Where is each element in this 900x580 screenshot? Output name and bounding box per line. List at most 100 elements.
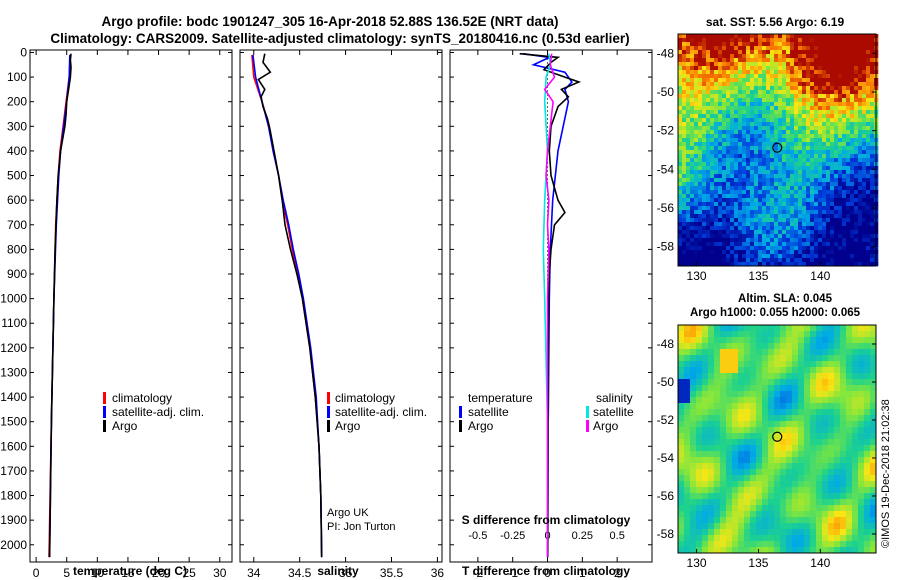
- legend-climatology-swatch: [327, 392, 330, 404]
- map-cell: [810, 210, 815, 215]
- map-cell: [842, 98, 847, 103]
- map-cell: [682, 46, 687, 51]
- map-cell: [726, 186, 731, 191]
- map-cell: [726, 547, 733, 554]
- map-cell: [782, 38, 787, 43]
- map-cell: [690, 258, 695, 263]
- map-cell: [694, 154, 699, 159]
- map-cell: [756, 547, 763, 554]
- map-cell: [790, 154, 795, 159]
- map-cell: [822, 190, 827, 195]
- map-cell: [738, 74, 743, 79]
- map-cell: [838, 238, 843, 243]
- map-cell: [706, 114, 711, 119]
- map-cell: [814, 134, 819, 139]
- map-cell: [830, 178, 835, 183]
- map-cell: [678, 126, 683, 131]
- map-cell: [830, 142, 835, 147]
- map-cell: [682, 166, 687, 171]
- map-cell: [798, 246, 803, 251]
- map-cell: [838, 54, 843, 59]
- map-cell: [792, 493, 799, 500]
- map-cell: [770, 210, 775, 215]
- map-cell: [806, 66, 811, 71]
- map-cell: [762, 343, 769, 350]
- map-cell: [864, 391, 871, 398]
- map-cell: [756, 427, 763, 434]
- map-cell: [806, 178, 811, 183]
- map-cell: [778, 38, 783, 43]
- map-cell: [790, 86, 795, 91]
- map-cell: [678, 487, 685, 494]
- map-cell: [734, 194, 739, 199]
- map-cell: [798, 397, 805, 404]
- map-cell: [682, 118, 687, 123]
- map-cell: [782, 54, 787, 59]
- map-cell: [798, 194, 803, 199]
- map-cell: [706, 206, 711, 211]
- map-cell: [804, 475, 811, 482]
- map-cell: [694, 246, 699, 251]
- map-cell: [774, 493, 781, 500]
- map-cell: [794, 130, 799, 135]
- map-cell: [702, 178, 707, 183]
- map-cell: [826, 146, 831, 151]
- map-cell: [762, 34, 767, 39]
- map-cell: [694, 114, 699, 119]
- sla-map-title: Altim. SLA: 0.045: [738, 293, 833, 305]
- map-cell: [840, 445, 847, 452]
- map-cell: [834, 102, 839, 107]
- map-cell: [690, 373, 697, 380]
- map-cell: [694, 258, 699, 263]
- map-cell: [834, 142, 839, 147]
- map-cell: [708, 505, 715, 512]
- map-cell: [822, 331, 829, 338]
- map-cell: [696, 325, 703, 332]
- map-cell: [714, 258, 719, 263]
- map-cell: [810, 529, 817, 536]
- map-cell: [762, 174, 767, 179]
- map-cell: [822, 174, 827, 179]
- map-cell: [682, 78, 687, 83]
- map-cell: [722, 74, 727, 79]
- map-cell: [746, 78, 751, 83]
- map-cell: [782, 46, 787, 51]
- map-cell: [758, 74, 763, 79]
- map-cell: [754, 86, 759, 91]
- map-cell: [816, 469, 823, 476]
- map-cell: [858, 238, 863, 243]
- map-cell: [702, 46, 707, 51]
- map-cell: [774, 198, 779, 203]
- map-cell: [818, 42, 823, 47]
- map-cell: [770, 170, 775, 175]
- map-cell: [822, 158, 827, 163]
- map-cell: [698, 106, 703, 111]
- map-cell: [732, 343, 739, 350]
- map-cell: [710, 146, 715, 151]
- map-y-tick-label: -56: [657, 201, 675, 215]
- map-cell: [802, 242, 807, 247]
- map-cell: [802, 90, 807, 95]
- map-cell: [702, 70, 707, 75]
- map-cell: [810, 182, 815, 187]
- map-cell: [706, 142, 711, 147]
- map-cell: [870, 118, 875, 123]
- map-cell: [718, 138, 723, 143]
- map-cell: [684, 427, 691, 434]
- map-cell: [774, 186, 779, 191]
- map-cell: [758, 214, 763, 219]
- map-cell: [810, 246, 815, 251]
- map-cell: [786, 218, 791, 223]
- map-cell: [738, 106, 743, 111]
- map-cell: [850, 58, 855, 63]
- map-cell: [750, 505, 757, 512]
- map-cell: [708, 427, 715, 434]
- legend-t-satellite-swatch: [459, 406, 462, 418]
- map-cell: [828, 529, 835, 536]
- map-cell: [806, 134, 811, 139]
- map-cell: [690, 186, 695, 191]
- map-cell: [738, 487, 745, 494]
- map-cell: [744, 445, 751, 452]
- map-cell: [734, 162, 739, 167]
- map-cell: [734, 34, 739, 39]
